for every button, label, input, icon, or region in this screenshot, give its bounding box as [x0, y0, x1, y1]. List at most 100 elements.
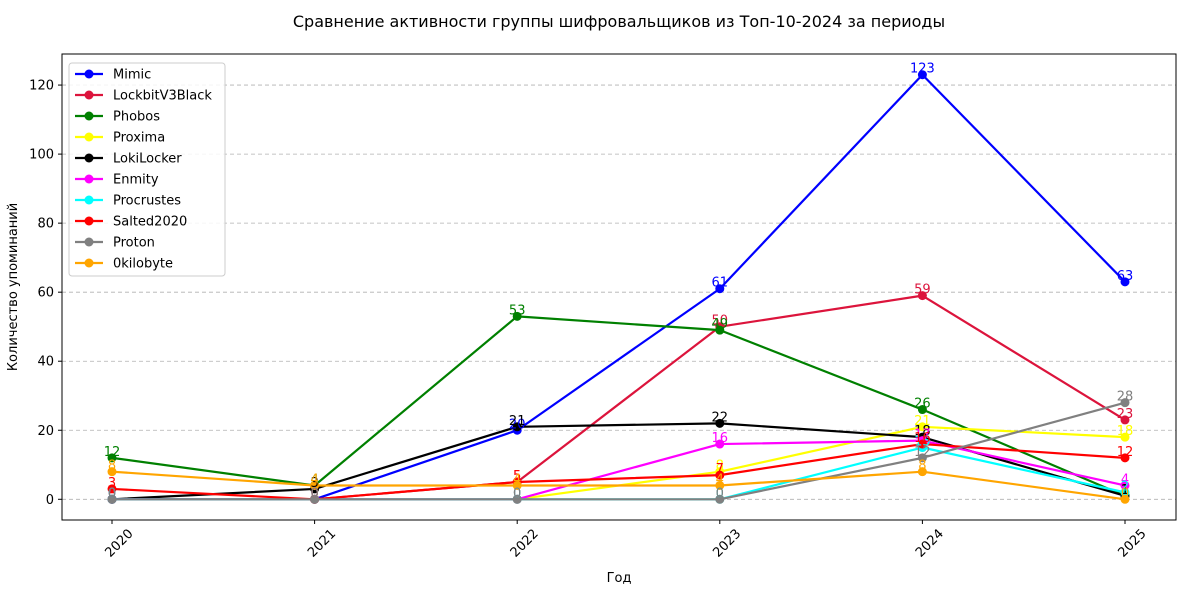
series-0kilobyte [107, 467, 1130, 504]
series-line [112, 425, 1126, 501]
data-label: 12 [1117, 445, 1134, 460]
data-point [1120, 398, 1130, 408]
data-point [1120, 432, 1130, 442]
data-point [310, 494, 320, 504]
data-point [512, 480, 522, 490]
data-label: 63 [1117, 269, 1134, 284]
y-tick-label: 40 [37, 355, 54, 370]
legend-label: Salted2020 [113, 215, 187, 230]
legend-label: Proxima [113, 131, 165, 146]
legend-item: Proton [75, 236, 155, 251]
legend-label: Procrustes [113, 194, 181, 209]
data-label: 0 [310, 486, 318, 501]
data-label: 20 [509, 417, 526, 432]
data-label: 53 [509, 303, 526, 318]
chart-title: Сравнение активности группы шифровальщик… [293, 12, 945, 31]
data-point [917, 422, 927, 432]
legend-marker [84, 111, 94, 121]
series-line [111, 315, 1126, 497]
data-label: 61 [712, 276, 729, 291]
data-point [917, 453, 927, 463]
legend-marker [84, 237, 94, 247]
data-point [715, 439, 725, 449]
y-axis-label: Количество упоминаний [6, 203, 21, 371]
legend-item: Phobos [75, 110, 160, 125]
legend-label: Enmity [113, 173, 159, 188]
data-label: 0 [310, 486, 318, 501]
y-tick-label: 120 [29, 79, 54, 94]
series-line [111, 422, 1126, 501]
legend-marker [84, 216, 94, 226]
x-tick-label: 2023 [710, 527, 744, 561]
data-label: 7 [716, 462, 724, 477]
data-label: 4 [716, 472, 724, 487]
data-label: 3 [310, 476, 318, 491]
data-label: 0 [513, 486, 521, 501]
data-label: 123 [910, 62, 935, 77]
legend-item: Salted2020 [75, 215, 187, 230]
legend-item: Enmity [75, 173, 159, 188]
data-point [715, 325, 725, 335]
data-label: 5 [513, 469, 521, 484]
data-label: 0 [108, 486, 116, 501]
x-tick-label: 2020 [103, 527, 137, 561]
data-label: 0 [716, 486, 724, 501]
data-point [310, 480, 320, 490]
data-label: 0 [108, 486, 116, 501]
data-point [917, 405, 927, 415]
data-point [917, 439, 927, 449]
data-point [512, 311, 522, 321]
data-label: 0 [108, 486, 116, 501]
series-line [111, 442, 1126, 501]
data-label: 50 [712, 314, 729, 329]
data-label: 21 [914, 414, 931, 429]
data-label: 28 [1117, 390, 1134, 405]
data-point [1120, 277, 1130, 287]
y-tick-label: 100 [29, 148, 54, 163]
data-label: 17 [914, 428, 931, 443]
data-label: 4 [310, 472, 318, 487]
legend-marker [84, 174, 94, 184]
data-point [1120, 487, 1130, 497]
y-tick-label: 20 [37, 424, 54, 439]
data-label: 2 [1121, 479, 1129, 494]
data-point [107, 453, 117, 463]
x-tick-label: 2025 [1116, 527, 1150, 561]
data-label: 5 [513, 469, 521, 484]
data-label: 4 [513, 472, 521, 487]
data-point [715, 418, 725, 428]
series-mimic [107, 70, 1130, 504]
data-label: 26 [914, 397, 931, 412]
x-tick-label: 2021 [305, 527, 339, 561]
data-point [107, 494, 117, 504]
data-label: 18 [1117, 424, 1134, 439]
data-label: 0 [310, 486, 318, 501]
data-point [1120, 494, 1130, 504]
y-tick-label: 0 [46, 493, 54, 508]
data-point [917, 291, 927, 301]
data-point [107, 484, 117, 494]
data-label: 0 [108, 486, 116, 501]
data-label: 0 [310, 486, 318, 501]
data-label: 0 [108, 486, 116, 501]
data-label: 1 [1121, 483, 1129, 498]
legend-label: 0kilobyte [113, 257, 173, 272]
data-label: 0 [310, 486, 318, 501]
data-label: 59 [914, 283, 931, 298]
data-point [715, 470, 725, 480]
legend: Mimic LockbitV3Black Phobos Proxima LokiLock… [68, 62, 226, 277]
data-label: 12 [914, 445, 931, 460]
legend-item: Proxima [75, 131, 165, 146]
legend-marker [84, 258, 94, 268]
legend-label: LockbitV3Black [113, 89, 212, 104]
data-point [917, 467, 927, 477]
data-label: 22 [712, 410, 729, 425]
data-point [715, 480, 725, 490]
data-label: 0 [310, 486, 318, 501]
legend-box [68, 62, 226, 277]
data-label: 3 [108, 476, 116, 491]
legend-marker [84, 90, 94, 100]
data-point [1120, 453, 1130, 463]
